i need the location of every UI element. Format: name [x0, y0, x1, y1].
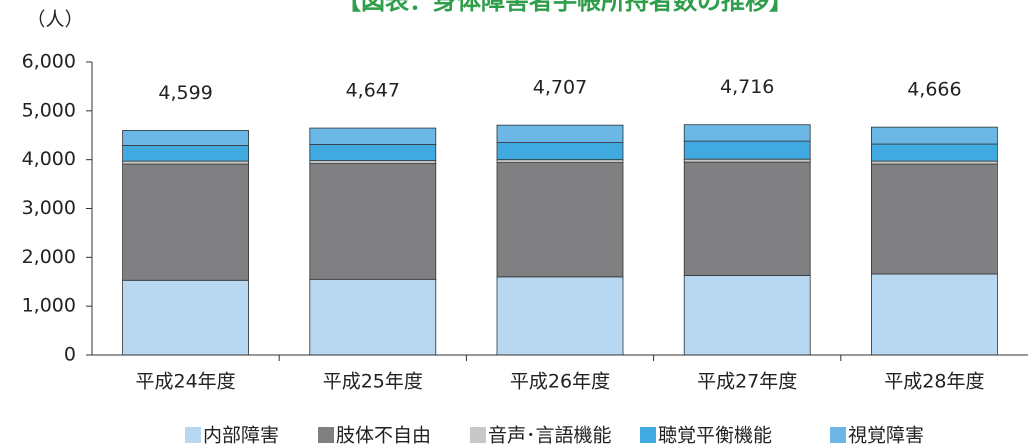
bar-segment	[683, 158, 811, 163]
legend-label: 肢体不自由	[336, 425, 431, 446]
legend-label: 聴覚平衡機能	[658, 425, 772, 446]
y-axis-label: （人）	[26, 9, 83, 31]
bar-segment	[496, 162, 624, 278]
bar-segment	[309, 163, 437, 280]
bar-segment	[309, 160, 437, 164]
x-tick-label: 平成24年度	[136, 371, 236, 393]
y-tick-label: 4,000	[22, 148, 76, 170]
bar-segment	[309, 144, 437, 162]
y-tick-label: 5,000	[22, 99, 76, 121]
total-label: 4,647	[346, 80, 400, 102]
legend-swatch	[470, 427, 486, 443]
y-tick-label: 2,000	[22, 246, 76, 268]
bar-segment	[871, 160, 998, 165]
bar-segment	[683, 275, 811, 356]
total-label: 4,666	[907, 79, 961, 101]
bar-segment	[683, 124, 811, 142]
total-label: 4,716	[720, 76, 774, 98]
bar-segment	[122, 163, 249, 281]
y-tick-label: 1,000	[22, 295, 76, 317]
total-label: 4,599	[158, 82, 212, 104]
bar-segment	[496, 142, 624, 161]
legend-label: 内部障害	[203, 425, 279, 446]
total-label: 4,707	[533, 77, 587, 99]
y-tick-label: 0	[64, 344, 76, 366]
x-tick-label: 平成28年度	[884, 371, 984, 393]
bar-segment	[496, 159, 624, 163]
x-tick-label: 平成25年度	[323, 371, 423, 393]
bar-segment	[309, 127, 437, 145]
legend-swatch	[318, 427, 334, 443]
legend-label: 音声･言語機能	[488, 425, 612, 446]
y-tick-label: 3,000	[22, 197, 76, 219]
bar-segment	[871, 126, 998, 145]
legend-label: 視覚障害	[848, 425, 924, 446]
bar-segment	[122, 160, 249, 165]
bar-segment	[496, 276, 624, 356]
legend-swatch	[185, 427, 201, 443]
bar-segment	[122, 130, 249, 146]
bar-segment	[683, 140, 811, 160]
x-tick-label: 平成26年度	[510, 371, 610, 393]
x-tick-label: 平成27年度	[697, 371, 797, 393]
legend-swatch	[640, 427, 656, 443]
bar-segment	[871, 143, 998, 162]
chart-title: 【図表：身体障害者手帳所持者数の推移】	[337, 0, 793, 15]
bar-segment	[871, 163, 998, 275]
bar-segment	[683, 161, 811, 276]
bar-segment	[122, 279, 249, 356]
bar-segment	[309, 278, 437, 356]
bar-segment	[871, 273, 998, 356]
legend-swatch	[830, 427, 846, 443]
bar-segment	[122, 145, 249, 162]
y-tick-label: 6,000	[22, 51, 76, 73]
bar-segment	[496, 124, 624, 143]
